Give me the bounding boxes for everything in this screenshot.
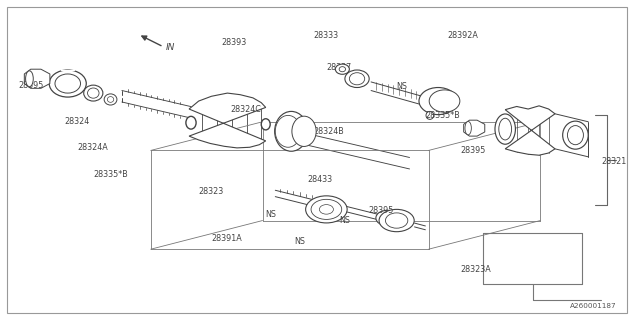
Ellipse shape [49, 70, 86, 97]
Ellipse shape [495, 114, 515, 144]
Ellipse shape [108, 97, 114, 102]
Text: 28324B: 28324B [314, 127, 344, 136]
Text: 28392A: 28392A [448, 31, 479, 40]
Ellipse shape [499, 118, 511, 140]
Ellipse shape [26, 71, 33, 87]
Text: NS: NS [266, 210, 276, 219]
Ellipse shape [311, 199, 342, 220]
Polygon shape [464, 120, 484, 136]
Text: 28335*B: 28335*B [93, 170, 128, 179]
Text: NS: NS [294, 237, 305, 246]
Ellipse shape [419, 87, 458, 115]
Text: 28433: 28433 [307, 175, 332, 184]
Ellipse shape [104, 94, 117, 105]
Text: 28321: 28321 [601, 157, 626, 166]
Text: 28323: 28323 [198, 188, 224, 196]
FancyBboxPatch shape [7, 7, 627, 313]
Ellipse shape [55, 74, 81, 93]
Ellipse shape [275, 111, 308, 151]
Ellipse shape [339, 67, 346, 72]
Polygon shape [505, 106, 555, 155]
Text: 28333: 28333 [314, 31, 339, 40]
Ellipse shape [319, 204, 333, 214]
Text: A260001187: A260001187 [570, 303, 617, 309]
Ellipse shape [88, 88, 99, 98]
Ellipse shape [186, 116, 196, 129]
Text: 28324A: 28324A [77, 143, 108, 152]
Ellipse shape [568, 125, 584, 145]
Ellipse shape [345, 70, 369, 87]
Text: 28395: 28395 [19, 81, 44, 90]
Ellipse shape [306, 196, 347, 223]
Ellipse shape [292, 116, 316, 147]
Ellipse shape [261, 119, 270, 130]
Text: 28335*B: 28335*B [426, 111, 460, 120]
Text: NS: NS [339, 216, 350, 225]
Text: 28324C: 28324C [230, 105, 262, 114]
Ellipse shape [275, 116, 301, 147]
Text: 28395: 28395 [368, 206, 393, 215]
Ellipse shape [376, 210, 398, 226]
Ellipse shape [426, 111, 434, 119]
Polygon shape [189, 93, 266, 148]
Text: 28395: 28395 [461, 146, 486, 155]
Text: IN: IN [166, 43, 175, 52]
Ellipse shape [349, 73, 365, 85]
Text: 28337: 28337 [326, 63, 351, 72]
Ellipse shape [379, 209, 414, 232]
Text: 28324: 28324 [65, 117, 90, 126]
Ellipse shape [84, 85, 103, 101]
Text: NS: NS [397, 82, 408, 91]
Ellipse shape [563, 121, 588, 149]
Polygon shape [24, 69, 50, 88]
Text: 28393: 28393 [221, 38, 246, 47]
Text: 28323A: 28323A [461, 265, 492, 275]
Ellipse shape [385, 213, 408, 228]
Ellipse shape [429, 90, 460, 112]
Text: 28391A: 28391A [211, 234, 242, 243]
Ellipse shape [465, 122, 471, 135]
Ellipse shape [335, 64, 349, 74]
